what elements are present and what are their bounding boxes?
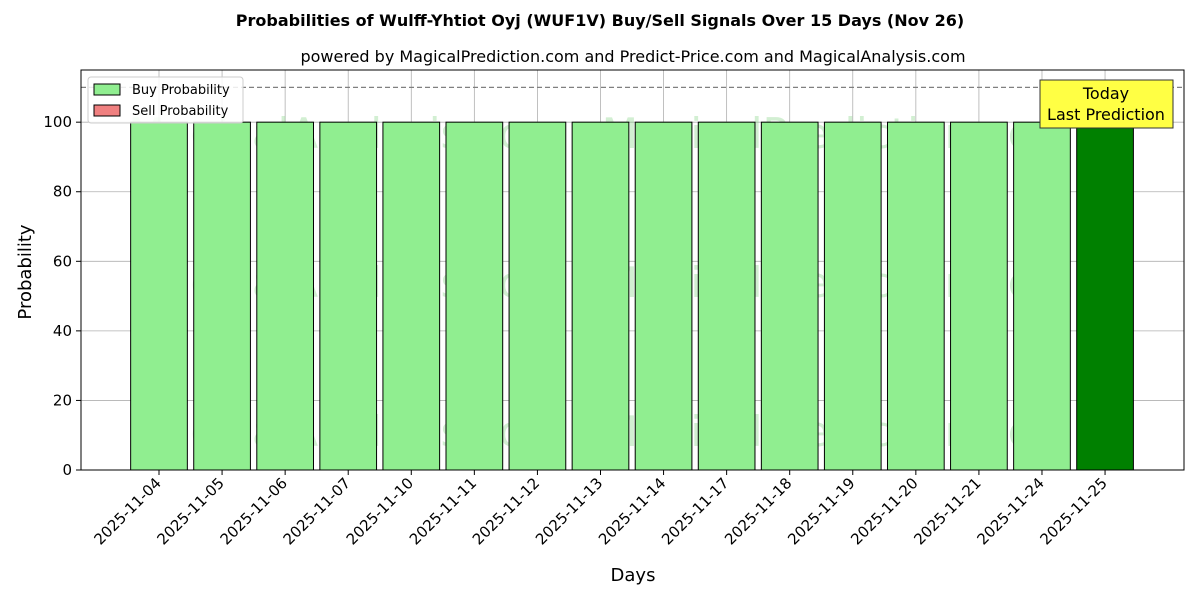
plot-frame [80, 69, 1185, 471]
y-tick-label-20: 20 [53, 391, 72, 409]
buy-bar-2025-11-07 [319, 121, 378, 471]
buy-bar-2025-11-04 [130, 121, 188, 471]
buy-bar-2025-11-06 [256, 121, 314, 471]
bars [130, 121, 1134, 471]
annotation-box [1039, 79, 1174, 129]
x-tick-label-2025-11-24: 2025-11-24 [973, 474, 1047, 548]
x-axis-label: Days [611, 565, 656, 586]
buy-bar-2025-11-05 [193, 121, 251, 471]
buy-bar-2025-11-18 [760, 121, 819, 471]
annotation-line-today: Today [1082, 84, 1129, 103]
x-tick-label-2025-11-18: 2025-11-18 [721, 474, 795, 548]
buy-bar-2025-11-13 [571, 121, 630, 471]
x-tick-label-2025-11-06: 2025-11-06 [217, 474, 291, 548]
buy-bar-2025-11-25 [1076, 121, 1134, 471]
buy-bar-2025-11-11 [445, 121, 504, 471]
chart-subtitle: powered by MagicalPrediction.com and Pre… [300, 47, 965, 66]
legend-label-sell: Sell Probability [132, 104, 229, 119]
y-tick-label-60: 60 [53, 252, 72, 270]
buy-bar-2025-11-20 [886, 121, 945, 471]
buy-bar-2025-11-10 [382, 121, 441, 471]
x-tick-label-2025-11-11: 2025-11-11 [406, 474, 480, 548]
legend: Buy Probability Sell Probability [87, 76, 244, 124]
buy-bar-2025-11-17 [697, 121, 756, 471]
x-tick-label-2025-11-19: 2025-11-19 [784, 474, 858, 548]
x-tick-label-2025-11-20: 2025-11-20 [847, 474, 921, 548]
x-tick-label-2025-11-04: 2025-11-04 [90, 474, 164, 548]
legend-label-buy: Buy Probability [132, 83, 230, 98]
y-axis-label: Probability [15, 224, 36, 319]
x-tick-label-2025-11-07: 2025-11-07 [280, 474, 354, 548]
y-tick-label-100: 100 [43, 113, 72, 131]
x-tick-label-2025-11-25: 2025-11-25 [1036, 474, 1110, 548]
buy-bar-2025-11-19 [823, 121, 882, 471]
legend-swatch-sell [93, 104, 121, 117]
x-tick-label-2025-11-05: 2025-11-05 [154, 474, 228, 548]
x-tick-label-2025-11-10: 2025-11-10 [343, 474, 417, 548]
x-tick-label-2025-11-12: 2025-11-12 [469, 474, 543, 548]
x-tick-label-2025-11-17: 2025-11-17 [658, 474, 732, 548]
legend-swatch-buy [93, 83, 121, 96]
buy-bar-2025-11-21 [950, 121, 1008, 471]
legend-frame [87, 76, 244, 124]
x-tick-label-2025-11-13: 2025-11-13 [532, 474, 606, 548]
buy-bar-2025-11-12 [508, 121, 567, 471]
buy-bar-2025-11-24 [1013, 121, 1071, 471]
today-annotation: Today Last Prediction [1039, 79, 1174, 129]
x-tick-label-2025-11-21: 2025-11-21 [910, 474, 984, 548]
x-tick-label-2025-11-14: 2025-11-14 [595, 474, 669, 548]
y-tick-label-40: 40 [53, 322, 72, 340]
annotation-line-last-prediction: Last Prediction [1047, 105, 1165, 124]
y-tick-label-0: 0 [62, 461, 72, 479]
y-tick-label-80: 80 [53, 183, 72, 201]
chart-title: Probabilities of Wulff-Yhtiot Oyj (WUF1V… [236, 11, 964, 30]
buy-bar-2025-11-14 [634, 121, 693, 471]
